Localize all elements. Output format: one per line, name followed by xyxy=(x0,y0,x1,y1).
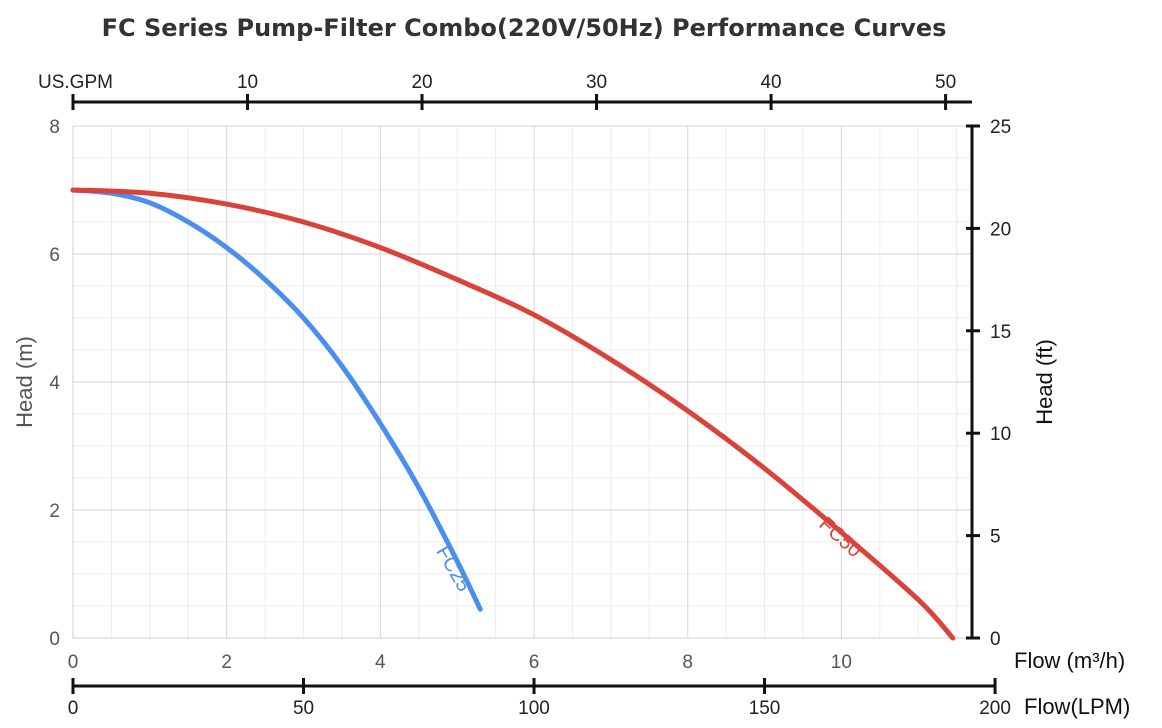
x-lpm-tick-label: 100 xyxy=(518,698,550,719)
y-left-tick-label: 2 xyxy=(49,501,60,522)
right-axis-ft: 0 5 10 15 20 25 xyxy=(966,117,1011,650)
y-left-axis-title: Head (m) xyxy=(12,336,37,428)
major-grid xyxy=(72,125,972,639)
left-axis-m: 0 2 4 6 8 xyxy=(49,117,60,650)
series-label-fc50: FC50 xyxy=(814,513,865,562)
x-lpm-tick-label: 150 xyxy=(749,698,781,719)
x-top-axis-title: US.GPM xyxy=(38,72,113,93)
x-lpm-tick-label: 50 xyxy=(293,698,314,719)
x-top-tick-label: 40 xyxy=(760,72,781,93)
y-left-tick-label: 8 xyxy=(49,117,60,138)
x-tick-label: 6 xyxy=(529,652,540,673)
series-line-fc50 xyxy=(70,187,956,641)
chart-title: FC Series Pump-Filter Combo(220V/50Hz) P… xyxy=(102,14,947,42)
y-right-tick-label: 0 xyxy=(990,629,1001,650)
x-lpm-axis-title: Flow(LPM) xyxy=(1024,694,1130,719)
x-tick-label: 4 xyxy=(375,652,386,673)
bottom-axis-m3h: 0 2 4 6 8 10 xyxy=(68,652,852,673)
series-line-fc25 xyxy=(70,187,483,612)
x-top-tick-label: 50 xyxy=(935,72,956,93)
y-left-tick-label: 0 xyxy=(49,629,60,650)
x-lpm-tick-label: 0 xyxy=(68,698,79,719)
y-right-tick-label: 10 xyxy=(990,424,1011,445)
x-top-tick-label: 20 xyxy=(411,72,432,93)
x-lpm-tick-label: 200 xyxy=(979,698,1011,719)
top-axis-gpm: 10 20 30 40 50 xyxy=(71,72,972,110)
series-label-fc25: FC25 xyxy=(431,542,475,595)
x-top-tick-label: 30 xyxy=(586,72,607,93)
y-right-axis-title: Head (ft) xyxy=(1032,339,1057,425)
y-left-tick-label: 6 xyxy=(49,245,60,266)
y-right-tick-label: 20 xyxy=(990,219,1011,240)
x-top-tick-label: 10 xyxy=(237,72,258,93)
y-right-tick-label: 25 xyxy=(990,117,1011,138)
y-right-tick-label: 15 xyxy=(990,322,1011,343)
x-tick-label: 0 xyxy=(68,652,79,673)
x-tick-label: 8 xyxy=(682,652,693,673)
x-tick-label: 10 xyxy=(831,652,852,673)
x-axis-title: Flow (m³/h) xyxy=(1014,648,1125,673)
x-tick-label: 2 xyxy=(221,652,232,673)
y-right-tick-label: 5 xyxy=(990,527,1001,548)
y-left-tick-label: 4 xyxy=(49,373,60,394)
bottom-axis-lpm: 0 50 100 150 200 xyxy=(68,678,1011,719)
